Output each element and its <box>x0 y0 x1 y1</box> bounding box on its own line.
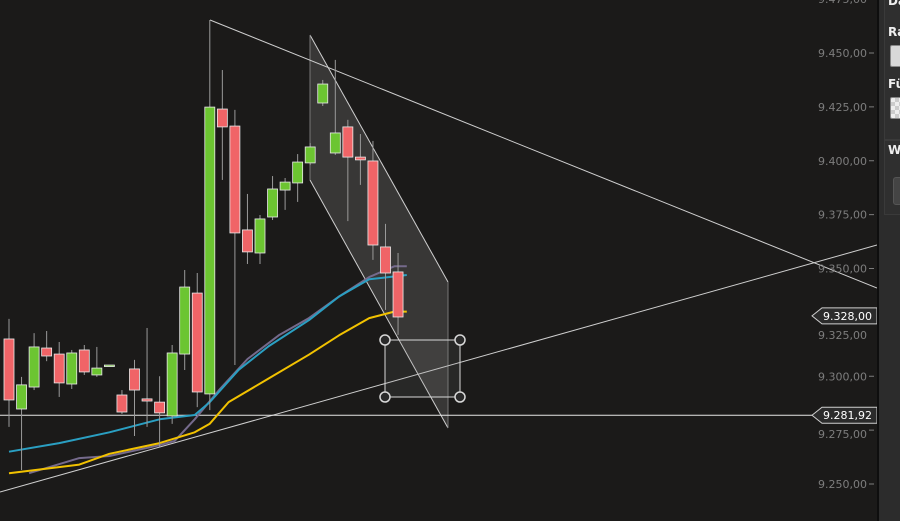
line-color-swatch[interactable] <box>890 45 900 67</box>
y-tick-label: 9.300,00 <box>818 370 867 383</box>
style-section <box>884 0 900 140</box>
candle-body <box>78 349 90 373</box>
price-label-box <box>811 307 877 325</box>
y-tick-label: 9.275,00 <box>818 428 867 441</box>
moving-averages <box>8 265 407 475</box>
y-tick-label: 9.350,00 <box>818 263 867 276</box>
candle-body <box>354 156 366 161</box>
resize-handle[interactable] <box>454 334 466 346</box>
candle-body <box>204 106 216 395</box>
candle-body <box>329 132 341 154</box>
price-labels: 9.328,00 9.281,92 <box>811 307 877 424</box>
candle-body <box>191 292 203 393</box>
trendline-descending[interactable] <box>209 19 877 289</box>
y-tick-label: 9.450,00 <box>818 47 867 60</box>
candle-body <box>91 367 103 376</box>
y-tick-label: 9.400,00 <box>818 155 867 168</box>
candle-body <box>380 246 391 274</box>
channel-lower-line[interactable] <box>309 179 449 429</box>
panel-button[interactable] <box>893 177 900 205</box>
y-tick-label: 9.375,00 <box>818 209 867 222</box>
moving-average-line-2 <box>8 274 407 453</box>
section-label-da: Da <box>888 0 900 8</box>
resize-handle[interactable] <box>379 334 391 346</box>
candle-body <box>154 401 166 414</box>
label-ra: Ra <box>888 25 900 39</box>
label-w: W <box>888 143 900 157</box>
price-axis: 9.475,00 9.450,00 9.425,00 9.400,00 9.375,00… <box>818 0 874 491</box>
price-label-box <box>811 406 877 424</box>
properties-panel: Da Ra Fü W <box>877 0 900 521</box>
resize-handle[interactable] <box>454 391 466 403</box>
resize-handle[interactable] <box>379 391 391 403</box>
candle-body <box>66 352 78 385</box>
candle-body <box>216 108 228 128</box>
candle-body <box>367 160 379 246</box>
candle-body <box>166 352 178 417</box>
drawing-overlays[interactable] <box>379 334 466 403</box>
candle-body <box>392 271 404 318</box>
candles <box>3 20 404 470</box>
channel-upper-line[interactable] <box>309 34 449 283</box>
candle-body <box>129 368 140 391</box>
candle-body <box>279 181 291 191</box>
price-chart[interactable]: 9.475,00 9.450,00 9.425,00 9.400,00 9.375,00… <box>0 0 877 521</box>
label-fu: Fü <box>888 77 900 91</box>
fill-color-swatch[interactable] <box>890 97 900 119</box>
y-tick-label: 9.425,00 <box>818 101 867 114</box>
y-tick-label: 9.325,00 <box>818 329 867 342</box>
candle-body <box>53 353 65 384</box>
candle-body <box>317 83 329 104</box>
candle-body <box>3 338 15 401</box>
drawing-tools-layer[interactable] <box>0 19 877 493</box>
trendline-ascending[interactable] <box>0 244 877 493</box>
candle-body <box>16 384 27 410</box>
candle-body <box>304 146 316 164</box>
candle-body <box>292 161 304 184</box>
candle-body <box>104 364 115 367</box>
candle-body <box>267 188 278 218</box>
candle-body <box>179 286 191 355</box>
candle-body <box>229 125 241 234</box>
price-label-text: 9.328,00 <box>823 310 872 323</box>
price-label-text: 9.281,92 <box>823 409 872 422</box>
y-tick-label: 9.250,00 <box>818 478 867 491</box>
y-tick-label: 9.475,00 <box>818 0 867 6</box>
rectangle-drawing[interactable] <box>384 339 461 398</box>
candle-body <box>254 218 266 254</box>
candle-body <box>41 347 53 357</box>
candle-body <box>342 126 354 158</box>
candle-body <box>242 229 253 253</box>
moving-average-line-3 <box>8 310 407 475</box>
candle-body <box>28 346 40 388</box>
candle-body <box>116 394 128 413</box>
candle-body <box>141 398 153 402</box>
